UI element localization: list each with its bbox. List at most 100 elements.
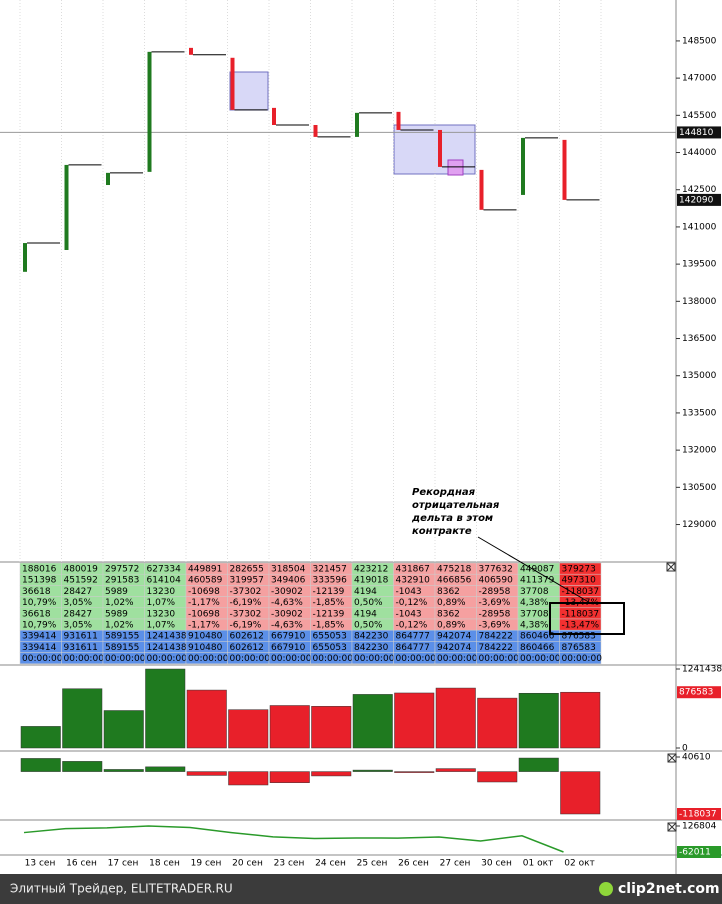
table-cell-text: 451592 <box>64 576 98 586</box>
table-cell-text: 291583 <box>105 576 139 586</box>
table-cell-text: 411379 <box>520 576 555 586</box>
bar <box>560 691 601 749</box>
value-marker-label: 144810 <box>679 128 714 138</box>
table-cell-text: 00:00:00 <box>22 654 63 664</box>
x-tick-label: 17 сен <box>108 859 139 869</box>
logo-icon <box>599 882 613 896</box>
close-icon[interactable] <box>667 753 677 763</box>
close-icon[interactable] <box>666 562 676 572</box>
table-cell-text: 0,50% <box>354 598 383 608</box>
bar <box>435 687 476 749</box>
x-tick-label: 30 сен <box>481 859 512 869</box>
table-cell-text: 5989 <box>105 587 128 597</box>
candle-body <box>562 139 567 200</box>
bar <box>435 768 476 772</box>
candle-body <box>189 47 193 55</box>
table-cell-text: -3,69% <box>479 621 511 631</box>
x-tick-label: 25 сен <box>357 859 388 869</box>
bar <box>518 757 559 772</box>
y-tick-label: 138000 <box>682 297 717 307</box>
table-cell-text: 349406 <box>271 576 306 586</box>
table-cell-text: 379273 <box>562 565 596 575</box>
bar <box>228 771 269 786</box>
y-tick-label: 136500 <box>682 334 717 344</box>
bar <box>518 692 559 749</box>
close-icon[interactable] <box>667 822 677 832</box>
y-tick-label: 130500 <box>682 483 717 493</box>
value-marker-label: 142090 <box>679 195 714 205</box>
table-cell-text: 406590 <box>479 576 514 586</box>
table-cell-text: -12139 <box>313 609 345 619</box>
table-cell-text: 942074 <box>437 632 472 642</box>
table-cell-text: 449891 <box>188 565 222 575</box>
table-cell-text: 00:00:00 <box>105 654 146 664</box>
table-cell-text: -10698 <box>188 587 220 597</box>
bar <box>186 771 227 776</box>
table-cell-text: 333596 <box>313 576 348 586</box>
table-cell-text: -6,19% <box>230 621 262 631</box>
candle-body <box>355 112 359 137</box>
y-tick-label: 133500 <box>682 408 717 418</box>
bar <box>477 771 518 783</box>
table-cell-text: -3,69% <box>479 598 511 608</box>
table-cell-text: 449087 <box>520 565 554 575</box>
bar <box>145 766 186 772</box>
x-tick-label: 24 сен <box>315 859 346 869</box>
table-cell-text: 1,02% <box>105 621 134 631</box>
table-cell-text: 151398 <box>22 576 57 586</box>
table-cell-text: 876583 <box>562 632 596 642</box>
x-tick-label: 16 сен <box>66 859 97 869</box>
selection-box <box>447 159 464 176</box>
table-cell-text: 4194 <box>354 587 377 597</box>
table-cell-text: 864777 <box>396 643 430 653</box>
table-cell-text: 655053 <box>313 643 347 653</box>
bar <box>62 688 103 749</box>
x-tick-label: 02 окт <box>564 859 595 869</box>
table-cell-text: 5989 <box>105 609 128 619</box>
table-cell-text: 8362 <box>437 609 460 619</box>
footer-logo[interactable]: clip2net.com <box>618 881 720 897</box>
candle-body <box>230 57 235 110</box>
table-cell-text: 860466 <box>520 632 555 642</box>
table-cell-text: -118037 <box>562 587 600 597</box>
table-cell-text: 188016 <box>22 565 57 575</box>
table-cell-text: -0,12% <box>396 621 428 631</box>
table-cell-text: 931611 <box>64 632 98 642</box>
bar <box>269 705 310 749</box>
candle-body <box>313 124 318 137</box>
table-cell-text: -13,47% <box>562 621 600 631</box>
candle-body <box>396 111 401 130</box>
table-cell-text: 28427 <box>64 587 93 597</box>
table-cell-text: 318504 <box>271 565 306 575</box>
value-marker-label: -118037 <box>679 810 717 820</box>
table-cell-text: -30902 <box>271 587 303 597</box>
table-cell-text: 784222 <box>479 632 513 642</box>
table-cell-text: 00:00:00 <box>396 654 437 664</box>
table-cell-text: 423212 <box>354 565 388 575</box>
x-tick-label: 27 сен <box>440 859 471 869</box>
table-cell-text: 931611 <box>64 643 98 653</box>
table-cell-text: 00:00:00 <box>562 654 603 664</box>
annotation-text: Рекордная <box>412 487 476 498</box>
table-cell-text: -1043 <box>396 587 422 597</box>
table-cell-text: 3,05% <box>64 621 93 631</box>
annotation-text: отрицательная <box>412 500 500 511</box>
table-cell-text: 13230 <box>147 609 176 619</box>
table-cell-text: 589155 <box>105 643 139 653</box>
table-cell-text: 297572 <box>105 565 139 575</box>
table-cell-text: 1241438 <box>147 632 187 642</box>
bar <box>477 697 518 749</box>
table-cell-text: 480019 <box>64 565 99 575</box>
table-cell-text: 864777 <box>396 632 430 642</box>
bar <box>352 694 393 749</box>
table-cell-text: 466856 <box>437 576 472 586</box>
y-tick-label: 144000 <box>682 148 717 158</box>
table-cell-text: -37302 <box>230 609 262 619</box>
table-cell-text: 0,50% <box>354 621 383 631</box>
table-cell-text: 00:00:00 <box>354 654 395 664</box>
table-cell-text: 339414 <box>22 643 57 653</box>
y-tick-label: 1241438 <box>682 665 722 675</box>
bar <box>269 771 310 783</box>
bar <box>311 706 352 749</box>
value-marker <box>677 686 721 699</box>
